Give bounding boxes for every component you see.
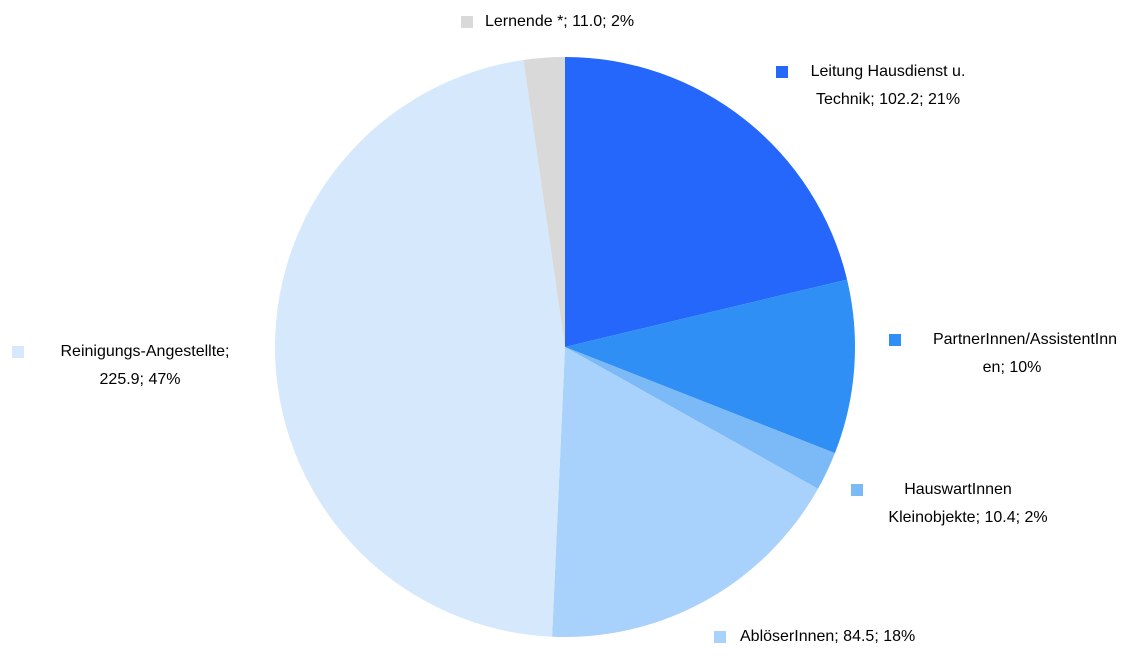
data-label: 225.9; 47% — [100, 371, 181, 388]
pie-slice — [274, 59, 565, 637]
data-label: Leitung Hausdienst u. — [811, 63, 966, 80]
data-label: Reinigungs-Angestellte; — [61, 343, 230, 360]
data-label: en; 10% — [983, 359, 1042, 376]
data-label: AblöserInnen; 84.5; 18% — [740, 628, 915, 645]
legend-swatch — [851, 484, 863, 496]
legend-swatch — [776, 66, 788, 78]
legend-swatch — [714, 631, 726, 643]
legend-swatch — [889, 334, 901, 346]
data-label: Technik; 102.2; 21% — [816, 91, 960, 108]
pie-slice — [552, 347, 819, 637]
pie-slice — [565, 279, 855, 454]
legend-swatch — [461, 16, 473, 28]
pie-slice — [523, 57, 565, 347]
data-label: Lernende *; 11.0; 2% — [485, 13, 634, 30]
data-label: HauswartInnen — [904, 481, 1012, 498]
legend-swatch — [12, 346, 24, 358]
pie-slice — [565, 57, 848, 347]
data-label: Kleinobjekte; 10.4; 2% — [888, 509, 1047, 526]
pie-slice — [565, 347, 835, 489]
data-label: PartnerInnen/AssistentInn — [933, 331, 1117, 348]
